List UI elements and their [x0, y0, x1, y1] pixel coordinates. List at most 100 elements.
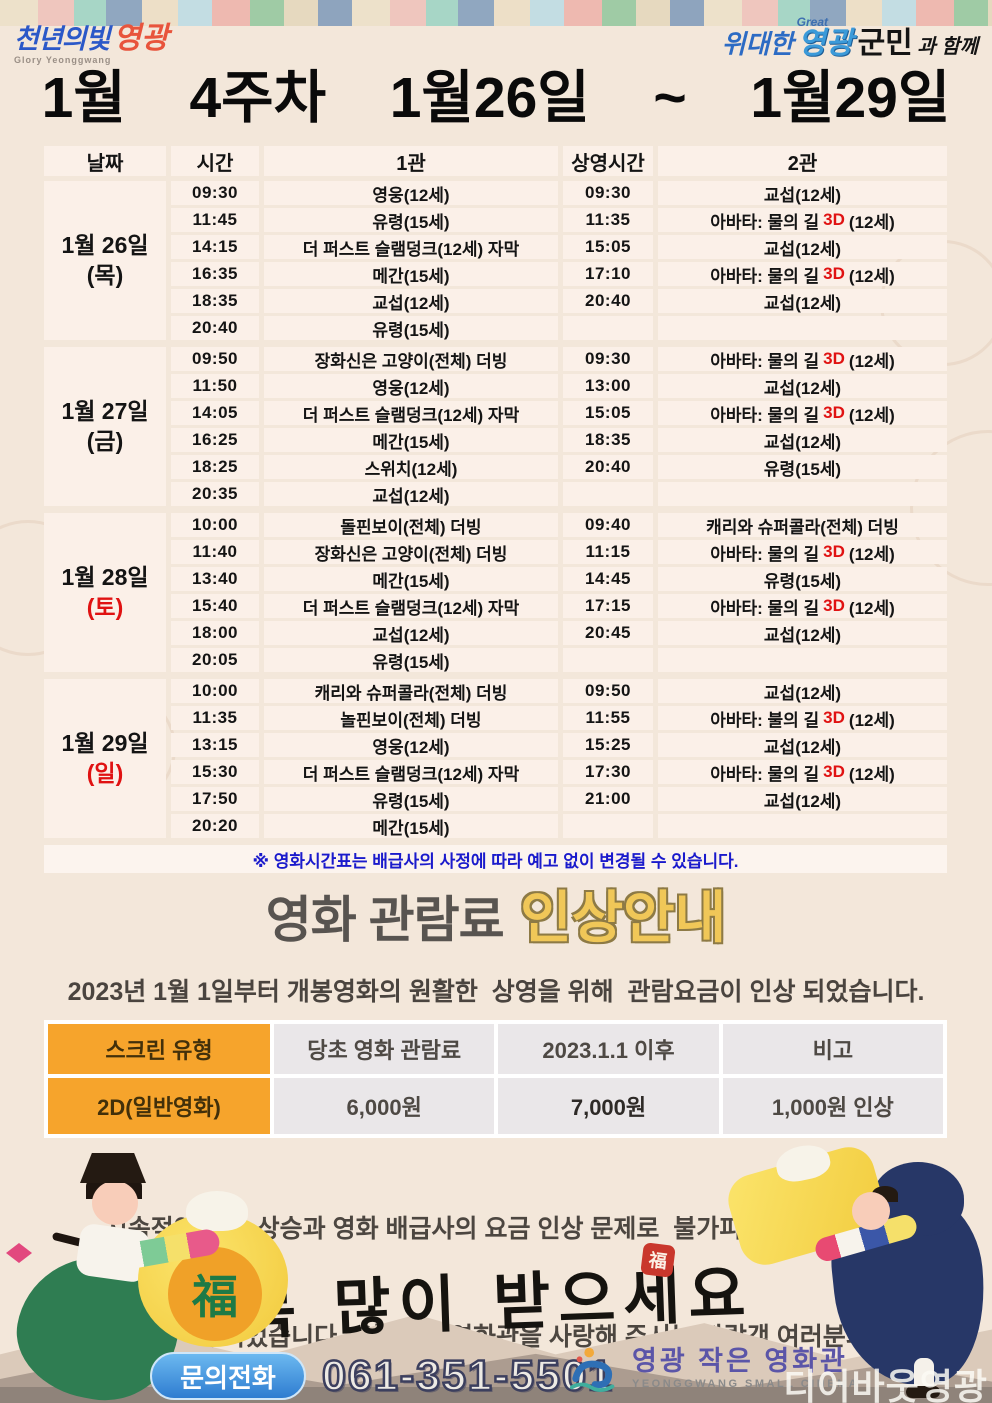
- screen2-time-cell: 11:35: [563, 208, 653, 232]
- movie-title-part: 아바타: 물의 길: [710, 405, 820, 425]
- screen2-time-cell: 17:15: [563, 594, 653, 618]
- movie-title-part: 3D: [823, 264, 845, 283]
- screen2-movie-cell: 교섭(12세): [658, 679, 947, 703]
- screen1-movie-cell: 유령(15세): [264, 787, 558, 811]
- movie-title-part: 아바타: 물의 길: [710, 598, 820, 618]
- screen2-movie-cell: 아바타: 물의 길 3D (12세): [658, 401, 947, 425]
- logo-right-blue1: 위대한: [721, 29, 794, 59]
- fortune-character: 福: [168, 1247, 262, 1341]
- screen1-time-cell: 14:15: [171, 235, 259, 259]
- screen1-time-cell: 10:00: [171, 679, 259, 703]
- screen2-time-cell: 09:40: [563, 513, 653, 537]
- screen1-time-cell: 14:05: [171, 401, 259, 425]
- date-label: 1월 29일: [61, 729, 149, 756]
- movie-title-part: 3D: [823, 596, 845, 615]
- screen1-time-cell: 13:15: [171, 733, 259, 757]
- screen2-time-cell: 20:45: [563, 621, 653, 645]
- screen1-movie-cell: 메간(15세): [264, 567, 558, 591]
- face: [852, 1192, 890, 1230]
- day-block: 1월 27일 (금) 09:50 장화신은 고양이(전체) 더빙 09:30 아바타: 물…: [44, 347, 947, 506]
- weekday-label: (일): [86, 759, 124, 786]
- screen1-movie-cell: 더 퍼스트 슬램덩크(12세) 자막: [264, 401, 558, 425]
- screen1-time-cell: 18:00: [171, 621, 259, 645]
- screen2-movie-cell: 교섭(12세): [658, 787, 947, 811]
- movie-title-part: (12세): [848, 405, 895, 425]
- screen1-time-cell: 16:25: [171, 428, 259, 452]
- schedule-change-notice: ※ 영화시간표는 배급사의 사정에 따라 예고 없이 변경될 수 있습니다.: [44, 845, 947, 873]
- screen1-movie-cell: 놀핀보이(전체) 더빙: [264, 706, 558, 730]
- screen2-time-cell: [563, 814, 653, 838]
- screen1-movie-cell: 영웅(12세): [264, 733, 558, 757]
- screen1-movie-cell: 교섭(12세): [264, 482, 558, 506]
- date-label: 1월 27일: [61, 397, 149, 424]
- screen1-movie-cell: 유령(15세): [264, 316, 558, 340]
- screen2-time-cell: [563, 482, 653, 506]
- screen2-time-cell: 20:40: [563, 455, 653, 479]
- date-cell: 1월 27일 (금): [44, 347, 166, 506]
- screen1-movie-cell: 유령(15세): [264, 208, 558, 232]
- movie-title-part: (12세): [848, 598, 895, 618]
- screen2-movie-cell: 아바타: 물의 길 3D (12세): [658, 594, 947, 618]
- screen2-movie-cell: 교섭(12세): [658, 289, 947, 313]
- screen2-time-cell: 15:05: [563, 235, 653, 259]
- screen1-movie-cell: 메간(15세): [264, 428, 558, 452]
- screen1-time-cell: 18:25: [171, 455, 259, 479]
- screen2-time-cell: [563, 648, 653, 672]
- price-table: 스크린 유형 당초 영화 관람료 2023.1.1 이후 비고 2D(일반영화) 6,00…: [44, 1020, 947, 1138]
- right-child-illustration: [722, 1140, 992, 1402]
- screen2-movie-cell: 아바타: 물의 길 3D (12세): [658, 540, 947, 564]
- screen2-movie-cell: 교섭(12세): [658, 235, 947, 259]
- screen1-movie-cell: 더 퍼스트 슬램덩크(12세) 자막: [264, 235, 558, 259]
- cinema-logo: 영광 작은 영화관 YEONGGWANG SMALL CINEMA: [566, 1344, 859, 1394]
- screen2-time-cell: 17:30: [563, 760, 653, 784]
- screen2-time-cell: 17:10: [563, 262, 653, 286]
- date-cell: 1월 29일 (일): [44, 679, 166, 838]
- cinema-bird-icon: [569, 1347, 615, 1392]
- movie-title-part: (12세): [848, 266, 895, 286]
- screen1-time-cell: 11:50: [171, 374, 259, 398]
- movie-title-part: (12세): [848, 351, 895, 371]
- screen2-movie-cell: 교섭(12세): [658, 428, 947, 452]
- logo-left-text1: 천년의빛: [14, 24, 110, 54]
- screen1-time-cell: 15:40: [171, 594, 259, 618]
- movie-title-part: 3D: [823, 762, 845, 781]
- day-block: 1월 28일 (토) 10:00 돌핀보이(전체) 더빙 09:40 캐리와 슈퍼콜라(전…: [44, 513, 947, 672]
- screen1-movie-cell: 유령(15세): [264, 648, 558, 672]
- weekday-label: (토): [86, 593, 124, 620]
- screen2-time-cell: 09:30: [563, 181, 653, 205]
- screen2-movie-cell: [658, 482, 947, 506]
- screen2-movie-cell: 캐리와 슈퍼콜라(전체) 더빙: [658, 513, 947, 537]
- screen2-movie-cell: 교섭(12세): [658, 181, 947, 205]
- movie-title-part: 아바타: 물의 길: [710, 544, 820, 564]
- screen1-time-cell: 15:30: [171, 760, 259, 784]
- screen1-time-cell: 11:40: [171, 540, 259, 564]
- price-value-cell: 2D(일반영화): [48, 1078, 270, 1134]
- movie-title-part: 아바타: 물의 길: [710, 351, 820, 371]
- screen2-movie-cell: 아바타: 물의 길 3D (12세): [658, 208, 947, 232]
- screen2-movie-cell: 유령(15세): [658, 567, 947, 591]
- day-block: 1월 26일 (목) 09:30 영웅(12세) 09:30 교섭(12세) 11:45 유령…: [44, 181, 947, 340]
- movie-title-part: 아바타: 물의 길: [710, 764, 820, 784]
- column-header: 상영시간: [563, 146, 653, 176]
- screen2-movie-cell: 유령(15세): [658, 455, 947, 479]
- price-header-cell: 2023.1.1 이후: [498, 1024, 719, 1074]
- schedule-table: 날짜 시간 1관 상영시간 2관 1월 26일 (목) 09:30 영웅(12세) 09:30 교섭…: [44, 146, 947, 845]
- movie-title-part: (12세): [848, 544, 895, 564]
- screen1-movie-cell: 스위치(12세): [264, 455, 558, 479]
- schedule-header-row: 날짜 시간 1관 상영시간 2관: [44, 146, 947, 176]
- movie-title-part: 3D: [823, 542, 845, 561]
- column-header: 날짜: [44, 146, 166, 176]
- face: [92, 1181, 138, 1225]
- day-block: 1월 29일 (일) 10:00 캐리와 슈퍼콜라(전체) 더빙 09:50 교섭(12세…: [44, 679, 947, 838]
- price-increase-title: 영화 관람료 인상안내: [0, 890, 992, 946]
- screen2-movie-cell: 교섭(12세): [658, 374, 947, 398]
- ribbon-decoration: [6, 1243, 32, 1263]
- screen1-movie-cell: 더 퍼스트 슬램덩크(12세) 자막: [264, 760, 558, 784]
- screen1-time-cell: 16:35: [171, 262, 259, 286]
- screen1-time-cell: 10:00: [171, 513, 259, 537]
- movie-title-part: 3D: [823, 708, 845, 727]
- movie-title-part: (12세): [848, 710, 895, 730]
- cinema-logo-text: 영광 작은 영화관 YEONGGWANG SMALL CINEMA: [632, 1348, 859, 1391]
- screen1-time-cell: 09:30: [171, 181, 259, 205]
- screen2-time-cell: 14:45: [563, 567, 653, 591]
